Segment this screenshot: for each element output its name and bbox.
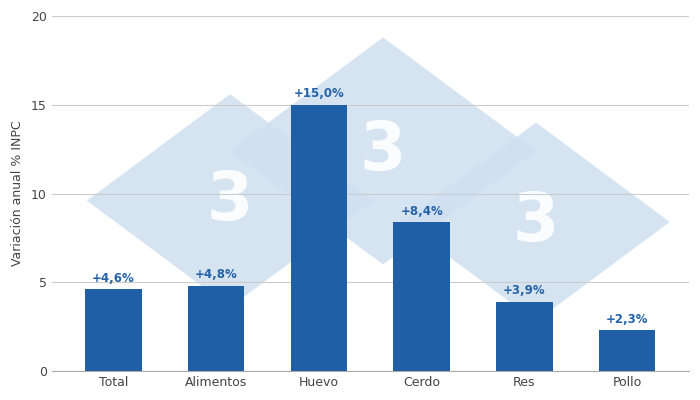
Text: +4,6%: +4,6% (92, 272, 135, 285)
Text: +4,8%: +4,8% (195, 268, 237, 282)
Polygon shape (230, 38, 536, 264)
Text: +3,9%: +3,9% (503, 284, 546, 297)
Text: +8,4%: +8,4% (400, 204, 443, 218)
Polygon shape (402, 122, 670, 321)
Bar (599, 330, 655, 371)
Bar (393, 222, 450, 371)
Bar (85, 289, 141, 371)
Y-axis label: Variación anual % INPC: Variación anual % INPC (11, 121, 24, 266)
Text: 3: 3 (513, 189, 559, 255)
Bar (290, 105, 347, 371)
Text: 3: 3 (360, 118, 406, 184)
Bar (188, 286, 244, 371)
Text: +2,3%: +2,3% (606, 313, 648, 326)
Text: +15,0%: +15,0% (293, 88, 344, 100)
Text: 3: 3 (207, 168, 253, 234)
Polygon shape (87, 94, 374, 307)
Bar (496, 302, 553, 371)
